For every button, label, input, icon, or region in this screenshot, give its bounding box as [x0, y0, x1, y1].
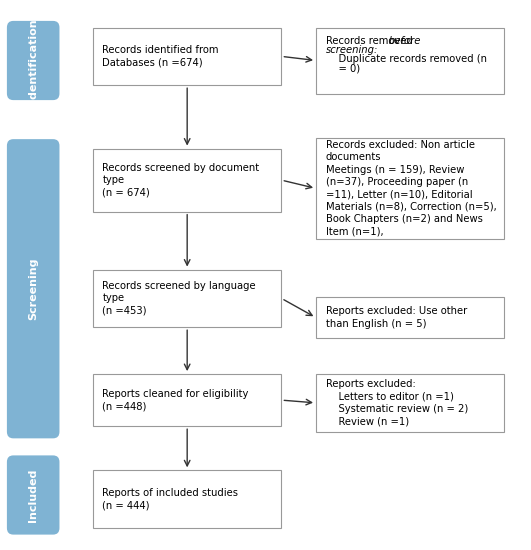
Text: Duplicate records removed (n: Duplicate records removed (n — [326, 54, 486, 64]
Text: Reports excluded: Use other
than English (n = 5): Reports excluded: Use other than English… — [326, 306, 467, 329]
Text: Records screened by document
type
(n = 674): Records screened by document type (n = 6… — [102, 163, 260, 197]
Text: Identification: Identification — [28, 19, 38, 102]
Text: Records removed before: Records removed before — [326, 36, 449, 46]
FancyBboxPatch shape — [93, 470, 281, 528]
Text: Screening: Screening — [28, 257, 38, 320]
FancyBboxPatch shape — [93, 374, 281, 426]
FancyBboxPatch shape — [93, 148, 281, 212]
Text: Reports of included studies
(n = 444): Reports of included studies (n = 444) — [102, 488, 238, 510]
FancyBboxPatch shape — [7, 455, 59, 535]
FancyBboxPatch shape — [93, 270, 281, 327]
Text: Reports excluded:
    Letters to editor (n =1)
    Systematic review (n = 2)
   : Reports excluded: Letters to editor (n =… — [326, 379, 468, 426]
Text: before: before — [389, 36, 421, 46]
FancyBboxPatch shape — [316, 28, 504, 94]
Text: Records identified from
Databases (n =674): Records identified from Databases (n =67… — [102, 45, 219, 68]
FancyBboxPatch shape — [316, 297, 504, 338]
FancyBboxPatch shape — [316, 374, 504, 432]
Text: Records excluded: Non article
documents
Meetings (n = 159), Review
(n=37), Proce: Records excluded: Non article documents … — [326, 140, 496, 236]
FancyBboxPatch shape — [93, 28, 281, 85]
Text: Reports cleaned for eligibility
(n =448): Reports cleaned for eligibility (n =448) — [102, 389, 249, 411]
FancyBboxPatch shape — [316, 138, 504, 239]
Text: screening:: screening: — [326, 45, 378, 55]
FancyBboxPatch shape — [7, 21, 59, 100]
Text: Records removed: Records removed — [326, 36, 415, 46]
Text: Included: Included — [28, 468, 38, 522]
Text: = 0): = 0) — [326, 64, 359, 74]
Text: Records screened by language
type
(n =453): Records screened by language type (n =45… — [102, 281, 256, 316]
FancyBboxPatch shape — [7, 139, 59, 438]
